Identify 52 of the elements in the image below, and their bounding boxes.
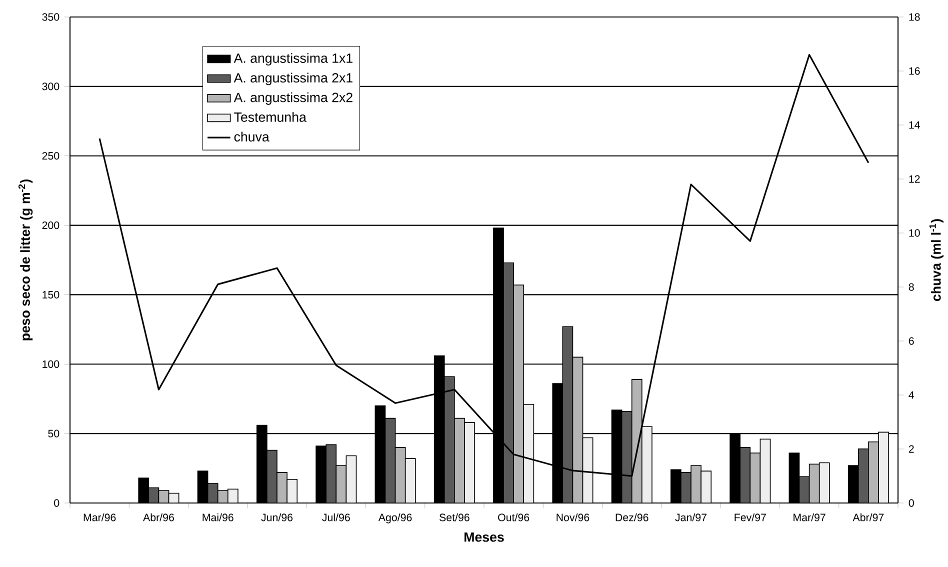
x-tick-label: Jul/96 — [322, 513, 350, 522]
legend-label: A. angustissima 1x1 — [234, 53, 352, 66]
y2-tick-label: 10 — [909, 229, 920, 237]
y-tick-label: 100 — [42, 360, 60, 368]
x-tick-label: Fev/97 — [734, 513, 766, 522]
y2-tick-label: 6 — [908, 337, 914, 345]
bar — [621, 410, 632, 503]
y2-tick-label: 14 — [909, 121, 920, 129]
y-tick-label: 250 — [42, 152, 60, 160]
x-tick-label: Nov/96 — [556, 513, 590, 522]
y-tick-label: 350 — [42, 13, 60, 21]
x-tick-label: Jan/97 — [675, 513, 706, 522]
x-tick-label: Abr/97 — [852, 513, 884, 522]
x-tick-label: Ago/96 — [378, 513, 412, 524]
x-tick-label: Mar/97 — [794, 513, 826, 522]
y-tick-label: 300 — [42, 82, 60, 90]
bar — [582, 437, 594, 503]
x-tick-label: Jun/96 — [261, 513, 293, 522]
bar — [760, 438, 771, 503]
bar — [740, 447, 751, 503]
y2-tick-label: 8 — [908, 283, 914, 291]
legend-label: chuva — [234, 132, 270, 142]
y2-tick-label: 12 — [909, 175, 920, 183]
y2-tick-label: 2 — [908, 445, 914, 453]
bar — [798, 476, 810, 503]
bar — [148, 487, 160, 503]
legend-label: Testemunha — [234, 112, 306, 122]
y2-tick-label: 18 — [909, 13, 920, 21]
bar — [523, 404, 534, 503]
y-tick-label: 150 — [42, 290, 60, 298]
y-tick-label: 0 — [54, 499, 60, 507]
x-tick-label: Abr/96 — [143, 513, 174, 522]
y2-tick-label: 4 — [908, 391, 914, 399]
bar — [346, 455, 357, 503]
y-tick-label: 50 — [48, 430, 60, 438]
y2-tick-label: 16 — [909, 67, 920, 75]
bar — [404, 458, 416, 503]
y2-axis-title: chuva (ml l$^{-1}$) — [929, 219, 944, 301]
x-tick-label: Dez/96 — [616, 513, 648, 522]
legend-label: A. angustissima 2x2 — [234, 92, 352, 105]
x-tick-label: Mar/96 — [84, 513, 116, 522]
bar — [207, 483, 218, 503]
x-tick-label: Mai/96 — [202, 513, 234, 522]
y-axis-title: peso seco de litter (g m$^{-2}$) — [18, 179, 33, 340]
x-tick-label: Out/96 — [498, 513, 530, 522]
y2-tick-label: 0 — [908, 499, 914, 507]
bar — [384, 418, 396, 503]
x-axis-title: Meses — [464, 532, 504, 542]
bar — [562, 326, 574, 503]
y-tick-label: 200 — [42, 222, 60, 230]
legend-label: A. angustissima 2x1 — [234, 72, 352, 86]
x-tick-label: Set/96 — [440, 513, 470, 522]
